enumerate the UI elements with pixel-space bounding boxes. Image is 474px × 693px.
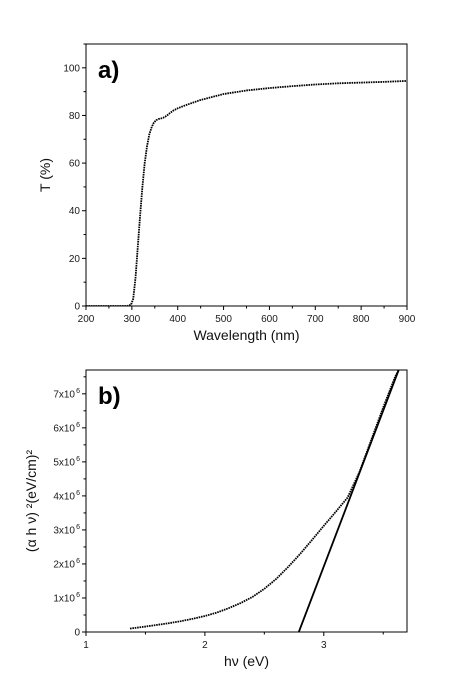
- series-line-1: [297, 370, 400, 632]
- x-tick-label: 1: [83, 640, 89, 651]
- y-tick-label: 0: [74, 628, 80, 639]
- x-tick-label: 800: [353, 314, 370, 325]
- panel-a: a) 200 300 400 500 600 700 800 900 0 20 40 60 80 100 Wa…: [37, 43, 416, 343]
- y-axis-label: T (%): [37, 158, 53, 192]
- y-tick-label: 7x10: [53, 389, 75, 400]
- x-axis-label: hν (eV): [224, 653, 269, 669]
- y-tick-label: 20: [69, 254, 81, 265]
- y-tick-label: 0: [74, 302, 80, 313]
- y-tick-label: 1x10: [53, 593, 75, 604]
- x-tick-label: 200: [78, 314, 95, 325]
- x-tick-label: 300: [124, 314, 141, 325]
- y-tick-exponent: 6: [76, 524, 80, 531]
- y-tick-label: 6x10: [53, 423, 75, 434]
- y-tick-exponent: 6: [76, 388, 80, 395]
- y-tick-exponent: 6: [76, 558, 80, 565]
- x-tick-label: 3: [321, 640, 327, 651]
- y-tick-label: 100: [63, 63, 80, 74]
- y-tick-label: 80: [69, 111, 81, 122]
- x-tick-label: 2: [202, 640, 208, 651]
- y-tick-label: 3x10: [53, 525, 75, 536]
- y-axis-label: (α h ν) ²(eV/cm)²: [23, 450, 39, 553]
- panel-label: b): [98, 383, 121, 410]
- series-line-0: [86, 80, 407, 306]
- y-tick-exponent: 6: [76, 490, 80, 497]
- x-tick-label: 600: [261, 314, 278, 325]
- x-tick-label: 400: [169, 314, 186, 325]
- x-axis-label: Wavelength (nm): [193, 327, 299, 343]
- x-tick-label: 700: [307, 314, 324, 325]
- x-tick-label: 500: [215, 314, 232, 325]
- series-line-0: [129, 370, 400, 630]
- plot-frame: [85, 369, 408, 633]
- x-tick-label: 900: [399, 314, 416, 325]
- y-tick-label: 5x10: [53, 457, 75, 468]
- y-tick-exponent: 6: [76, 456, 80, 463]
- y-tick-exponent: 6: [76, 592, 80, 599]
- y-tick-exponent: 6: [76, 422, 80, 429]
- y-tick-label: 60: [69, 159, 81, 170]
- y-tick-label: 4x10: [53, 491, 75, 502]
- y-tick-label: 2x10: [53, 559, 75, 570]
- panel-label: a): [98, 57, 119, 84]
- y-tick-label: 40: [69, 206, 81, 217]
